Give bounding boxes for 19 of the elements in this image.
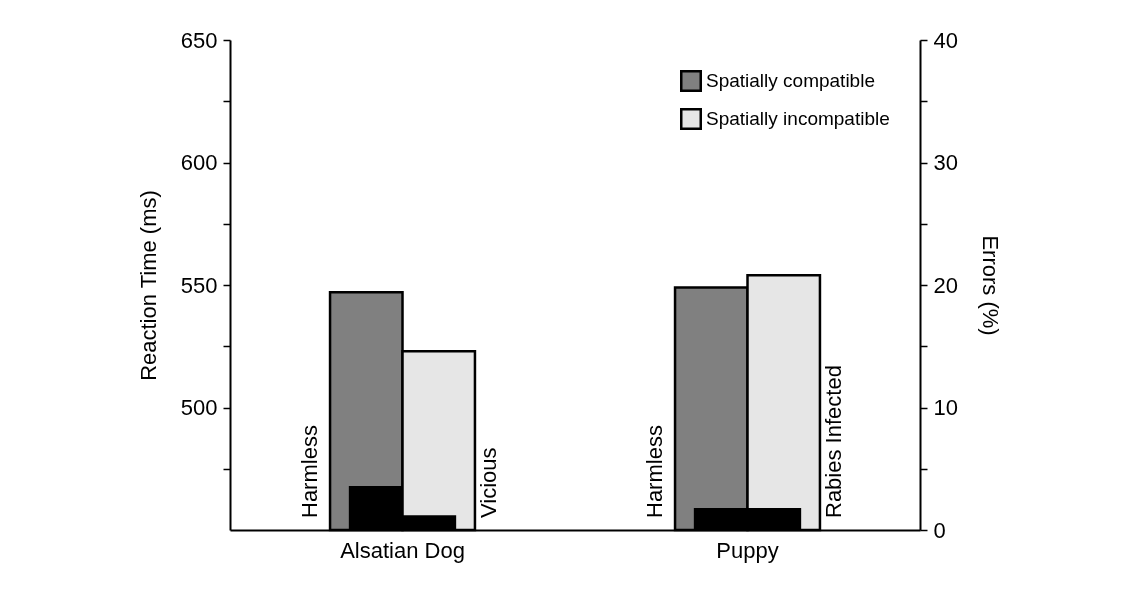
legend-label: Spatially incompatible: [706, 108, 890, 129]
annotation: Vicious: [475, 447, 501, 518]
annotation: Rabies Infected: [820, 365, 846, 518]
y-axis-title: Reaction Time (ms): [135, 190, 161, 381]
x-tick-label: Alsatian Dog: [340, 537, 465, 563]
y2-tick-label: 0: [933, 517, 946, 543]
y2-axis-title: Errors (%): [977, 235, 1003, 336]
x-tick-label: Puppy: [716, 537, 779, 563]
y-tick-label: 650: [180, 27, 218, 53]
annotation: Harmless: [641, 425, 667, 518]
y-tick-label: 600: [180, 150, 218, 175]
y2-tick-label: 30: [933, 150, 958, 175]
y-tick-label: 500: [180, 395, 218, 420]
y2-tick-label: 40: [933, 27, 958, 53]
legend-label: Spatially compatible: [706, 70, 875, 91]
y-tick-label: 550: [180, 272, 218, 298]
annotation: Harmless: [296, 425, 322, 518]
y2-tick-label: 20: [933, 272, 958, 298]
y2-tick-label: 10: [933, 395, 958, 420]
